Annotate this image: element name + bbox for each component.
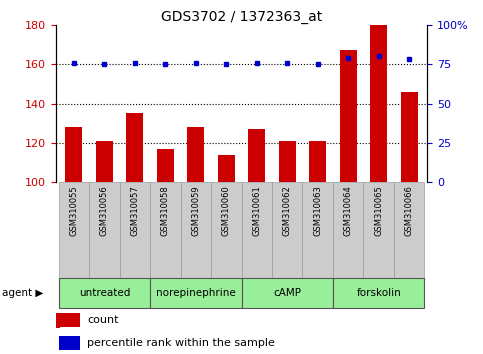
Text: cAMP: cAMP (273, 288, 301, 298)
Bar (56, 313, 60, 328)
Bar (58, 278, 150, 308)
Text: norepinephrine: norepinephrine (156, 288, 236, 298)
Bar (370, 25, 387, 182)
Bar (242, 278, 333, 308)
Bar (96, 141, 113, 182)
Bar (181, 182, 211, 278)
Bar (394, 182, 425, 278)
Bar (302, 182, 333, 278)
Text: GSM310056: GSM310056 (100, 185, 109, 236)
Bar (66, 127, 82, 182)
Bar (272, 182, 302, 278)
Text: GSM310061: GSM310061 (252, 185, 261, 236)
Bar (218, 155, 235, 182)
Text: GSM310065: GSM310065 (374, 185, 383, 236)
Bar (333, 182, 363, 278)
Title: GDS3702 / 1372363_at: GDS3702 / 1372363_at (161, 10, 322, 24)
Bar (120, 182, 150, 278)
Bar (340, 50, 356, 182)
Text: agent ▶: agent ▶ (2, 288, 44, 298)
Bar (150, 182, 181, 278)
Bar (333, 278, 425, 308)
Text: GSM310060: GSM310060 (222, 185, 231, 236)
Text: GSM310064: GSM310064 (344, 185, 353, 236)
Bar (309, 141, 326, 182)
Bar (248, 129, 265, 182)
Bar (150, 278, 242, 308)
Text: GSM310058: GSM310058 (161, 185, 170, 236)
Text: count: count (87, 315, 119, 325)
Bar (157, 149, 174, 182)
Bar (58, 182, 89, 278)
Bar (59, 336, 80, 350)
Text: forskolin: forskolin (356, 288, 401, 298)
Text: GSM310063: GSM310063 (313, 185, 322, 236)
Bar (363, 182, 394, 278)
Text: GSM310055: GSM310055 (70, 185, 78, 236)
Bar (401, 92, 417, 182)
Text: GSM310066: GSM310066 (405, 185, 413, 236)
Bar (127, 113, 143, 182)
Bar (242, 182, 272, 278)
Bar (89, 182, 120, 278)
Bar (211, 182, 242, 278)
Bar (279, 141, 296, 182)
Text: GSM310059: GSM310059 (191, 185, 200, 236)
Bar (59, 313, 80, 327)
Text: GSM310057: GSM310057 (130, 185, 139, 236)
Text: GSM310062: GSM310062 (283, 185, 292, 236)
Text: untreated: untreated (79, 288, 130, 298)
Text: percentile rank within the sample: percentile rank within the sample (87, 338, 275, 348)
Bar (187, 127, 204, 182)
